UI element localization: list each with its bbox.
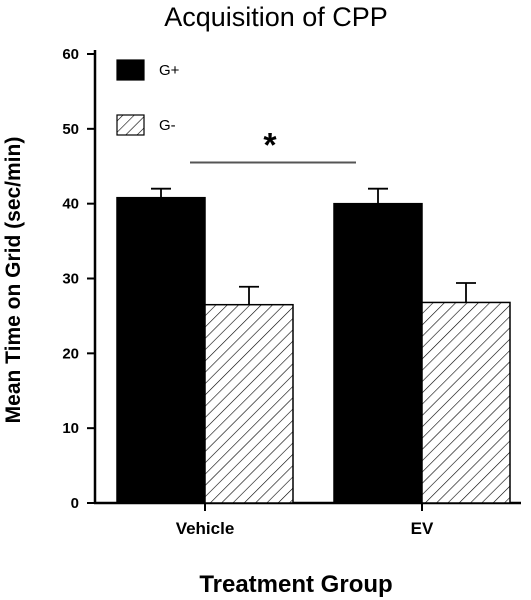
- y-tick-label: 40: [62, 196, 79, 213]
- x-axis-label: Treatment Group: [199, 571, 392, 598]
- y-axis-label: Mean Time on Grid (sec/min): [2, 137, 25, 424]
- y-tick-label: 30: [62, 271, 79, 288]
- x-tick-label: Vehicle: [176, 519, 235, 538]
- y-tick-label: 60: [62, 46, 79, 63]
- y-tick-label: 0: [71, 495, 79, 512]
- bar-vehicle-gplus: [116, 196, 206, 504]
- legend-swatch: [116, 114, 145, 136]
- bar-vehicle-gminus: [204, 303, 294, 504]
- y-tick-label: 10: [62, 420, 79, 437]
- y-tick-label: 20: [62, 345, 79, 362]
- legend-swatch: [116, 59, 145, 81]
- bar-ev-gplus: [333, 202, 423, 504]
- bar-ev-gminus: [421, 301, 511, 504]
- significance-marker: *: [263, 127, 277, 165]
- x-tick-label: EV: [411, 519, 434, 538]
- chart-title: Acquisition of CPP: [164, 2, 388, 32]
- legend-label: G+: [159, 62, 180, 79]
- plot-area: 0 10 20 30 40 50 60 Vehicle EV * G+ G-: [62, 46, 521, 538]
- legend-label: G-: [159, 117, 176, 134]
- y-tick-label: 50: [62, 121, 79, 138]
